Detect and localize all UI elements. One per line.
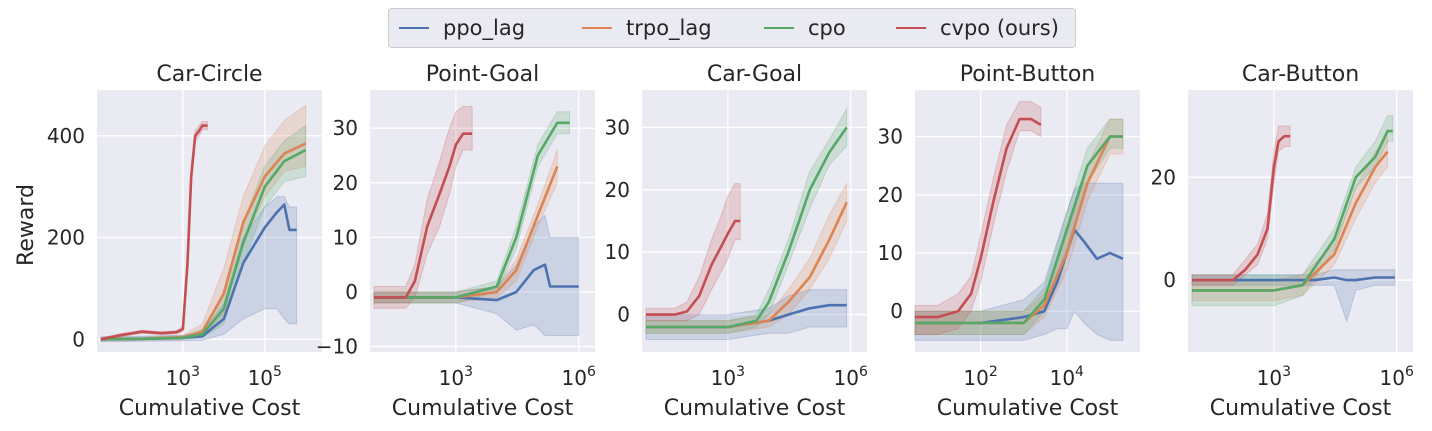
y-tick-label: 30 — [333, 116, 358, 140]
x-tick-label: 103 — [1257, 364, 1291, 390]
legend-entry-cpo: cpo — [764, 9, 846, 47]
x-axis-label: Cumulative Cost — [1210, 396, 1392, 421]
panel-car-circle: 0 200 400 103 105 Car-Circle Cumulative Cost — [47, 62, 322, 421]
plot-area-car-circle — [97, 90, 322, 352]
panel-title: Point-Goal — [426, 62, 539, 87]
x-axis-label: Cumulative Cost — [937, 396, 1119, 421]
legend-label-cvpo: cvpo (ours) — [940, 16, 1059, 40]
band-cpo — [373, 111, 571, 304]
legend-entry-cvpo: cvpo (ours) — [896, 9, 1059, 47]
x-tick-label: 104 — [1050, 364, 1084, 390]
line-cvpo-ours — [1192, 134, 1291, 282]
y-tick-label: 30 — [878, 125, 903, 149]
band-cpo — [645, 106, 848, 334]
panel-title: Car-Goal — [707, 62, 802, 87]
band-trpo-lag — [645, 181, 848, 334]
x-tick-label: 105 — [248, 364, 282, 390]
panel-title: Car-Circle — [156, 62, 262, 87]
y-tick-label: 0 — [72, 327, 85, 351]
band-trpo-lag — [100, 104, 307, 342]
legend-label-cpo: cpo — [808, 16, 846, 40]
panel-car-goal: 0 10 20 30 103 106 Car-Goal Cumulative Cost — [605, 62, 868, 421]
line-cpo — [100, 148, 307, 341]
x-tick-label: 106 — [834, 364, 868, 390]
y-tick-label: 30 — [605, 115, 630, 139]
y-tick-label: 200 — [47, 226, 85, 250]
band-cvpo-ours — [373, 105, 473, 309]
y-tick-label: 20 — [333, 171, 358, 195]
band-cvpo-ours — [100, 121, 208, 342]
line-cpo — [915, 135, 1123, 325]
x-tick-label: 103 — [166, 364, 200, 390]
x-tick-label: 102 — [963, 364, 997, 390]
y-tick-label: 0 — [890, 299, 903, 323]
line-cpo — [1192, 129, 1393, 292]
panel-point-button: 0 10 20 30 102 104 Point-Button Cumulative Cost — [878, 62, 1140, 421]
legend-swatch-trpo-lag — [582, 27, 612, 29]
band-cpo — [914, 118, 1124, 335]
x-tick-label: 106 — [1380, 364, 1414, 390]
y-tick-label: 0 — [345, 280, 358, 304]
x-axis-label: Cumulative Cost — [392, 396, 574, 421]
line-cvpo-ours — [374, 132, 473, 299]
panel-car-button: 0 20 103 106 Car-Button Cumulative Cost — [1151, 62, 1414, 421]
legend-swatch-cpo — [764, 27, 794, 29]
line-cpo — [374, 121, 570, 299]
line-ppo-lag — [1192, 276, 1395, 282]
plot-area-car-goal — [642, 90, 867, 352]
line-cvpo-ours — [915, 117, 1042, 319]
x-tick-label: 103 — [439, 364, 473, 390]
legend-swatch-cvpo — [896, 27, 926, 29]
line-cvpo-ours — [646, 219, 741, 316]
band-ppo-lag — [373, 214, 580, 337]
line-cpo — [646, 126, 848, 329]
legend-entry-trpo-lag: trpo_lag — [582, 9, 712, 47]
line-cvpo-ours — [100, 124, 208, 341]
band-ppo-lag — [914, 182, 1124, 341]
band-trpo-lag — [914, 118, 1124, 335]
legend-swatch-ppo-lag — [399, 27, 429, 29]
y-tick-label: −10 — [316, 335, 358, 359]
panel-point-goal: −10 0 10 20 30 103 106 Point-Goal Cumulative Cos… — [316, 62, 596, 421]
y-tick-label: 10 — [878, 241, 903, 265]
x-axis-label: Cumulative Cost — [664, 396, 846, 421]
panel-title: Car-Button — [1242, 62, 1359, 87]
panel-title: Point-Button — [960, 62, 1095, 87]
y-axis-label: Reward — [14, 184, 39, 266]
plot-area-point-button — [915, 90, 1140, 352]
x-axis-label: Cumulative Cost — [119, 396, 301, 421]
band-cvpo-ours — [645, 183, 741, 322]
y-tick-label: 0 — [1163, 268, 1176, 292]
x-tick-label: 106 — [562, 364, 596, 390]
legend-label-trpo-lag: trpo_lag — [626, 16, 712, 40]
y-tick-label: 400 — [47, 124, 85, 148]
y-tick-label: 20 — [605, 178, 630, 202]
y-tick-label: 20 — [1151, 165, 1176, 189]
y-tick-label: 0 — [617, 303, 630, 327]
legend: ppo_lag trpo_lag cpo cvpo (ours) — [388, 8, 1076, 48]
y-tick-label: 10 — [605, 240, 630, 264]
band-cpo — [1191, 115, 1394, 307]
y-tick-label: 20 — [878, 183, 903, 207]
legend-entry-ppo-lag: ppo_lag — [399, 9, 525, 47]
x-tick-label: 103 — [711, 364, 745, 390]
y-tick-label: 10 — [333, 225, 358, 249]
plot-area-point-goal — [370, 90, 595, 352]
band-trpo-lag — [373, 149, 558, 304]
plot-area-car-button — [1188, 90, 1413, 352]
legend-label-ppo-lag: ppo_lag — [443, 16, 526, 40]
